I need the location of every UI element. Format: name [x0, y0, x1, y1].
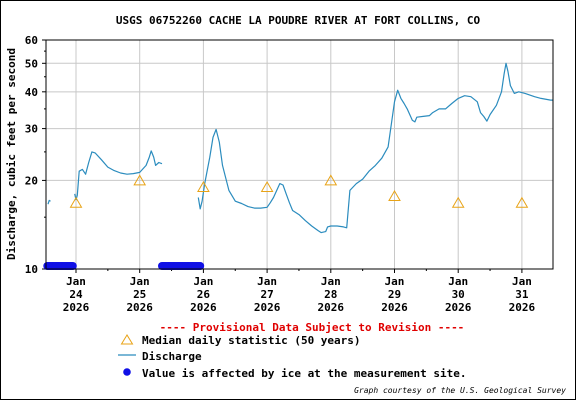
legend-label-discharge: Discharge — [142, 350, 202, 363]
x-tick-label: 2026 — [190, 301, 217, 314]
x-tick-label: 25 — [133, 288, 146, 301]
discharge-line-segment — [47, 199, 51, 205]
legend: Median daily statistic (50 years) Discha… — [118, 334, 467, 380]
x-tick-label: 28 — [324, 288, 337, 301]
ice-affected-markers — [43, 262, 205, 270]
x-tick-label: 30 — [452, 288, 465, 301]
x-tick-label: Jan — [385, 275, 405, 288]
discharge-line-segment — [197, 62, 553, 234]
y-tick-label: 40 — [25, 86, 38, 99]
median-point — [388, 190, 401, 202]
median-point — [133, 174, 147, 186]
legend-label-median: Median daily statistic (50 years) — [142, 334, 361, 347]
x-tick-label: 27 — [260, 288, 273, 301]
x-tick-label: 29 — [388, 288, 401, 301]
y-tick-label: 30 — [25, 123, 38, 136]
median-series — [69, 174, 529, 208]
x-tick-label: Jan — [512, 275, 532, 288]
x-tick-label: 2026 — [254, 301, 281, 314]
y-axis-ticks: 10 20 30 40 50 60 — [25, 34, 46, 276]
x-tick-label: 2026 — [381, 301, 408, 314]
x-tick-label: 2026 — [126, 301, 153, 314]
x-tick-label: Jan — [321, 275, 341, 288]
y-tick-label: 10 — [25, 263, 38, 276]
x-tick-label: 2026 — [318, 301, 345, 314]
x-tick-label: 26 — [197, 288, 211, 301]
legend-item-ice: Value is affected by ice at the measurem… — [123, 367, 467, 380]
median-point — [197, 180, 210, 192]
median-point — [260, 180, 274, 192]
median-point — [451, 196, 465, 208]
x-tick-label: Jan — [66, 275, 86, 288]
y-tick-label: 60 — [25, 34, 38, 47]
x-tick-label: Jan — [130, 275, 150, 288]
x-axis-ticks: Jan242026Jan252026Jan262026Jan272026Jan2… — [63, 269, 536, 314]
median-point — [69, 196, 83, 208]
provisional-notice: ---- Provisional Data Subject to Revisio… — [160, 321, 465, 334]
x-tick-label: 2026 — [445, 301, 472, 314]
y-tick-label: 20 — [25, 174, 38, 187]
ice-marker — [68, 262, 77, 270]
y-axis-label: Discharge, cubic feet per second — [5, 48, 18, 260]
x-tick-label: Jan — [257, 275, 277, 288]
x-tick-label: 2026 — [509, 301, 536, 314]
x-tick-label: Jan — [193, 275, 213, 288]
grid-lines — [46, 40, 553, 269]
median-point — [324, 174, 338, 186]
x-tick-label: Jan — [448, 275, 468, 288]
legend-item-median: Median daily statistic (50 years) — [120, 334, 361, 347]
legend-item-discharge: Discharge — [118, 350, 202, 363]
legend-label-ice: Value is affected by ice at the measurem… — [142, 367, 467, 380]
ice-marker — [196, 262, 205, 270]
credit-text: Graph courtesy of the U.S. Geological Su… — [354, 386, 566, 395]
x-tick-label: 2026 — [63, 301, 90, 314]
x-tick-label: 24 — [69, 288, 83, 301]
dot-icon — [123, 368, 131, 376]
chart-title: USGS 06752260 CACHE LA POUDRE RIVER AT F… — [116, 14, 481, 27]
triangle-icon — [120, 334, 134, 345]
plot-area-frame — [45, 39, 554, 270]
median-point — [515, 196, 529, 208]
discharge-series — [47, 62, 553, 234]
discharge-line-segment — [74, 150, 163, 201]
x-tick-label: 31 — [515, 288, 529, 301]
y-tick-label: 50 — [25, 57, 38, 70]
